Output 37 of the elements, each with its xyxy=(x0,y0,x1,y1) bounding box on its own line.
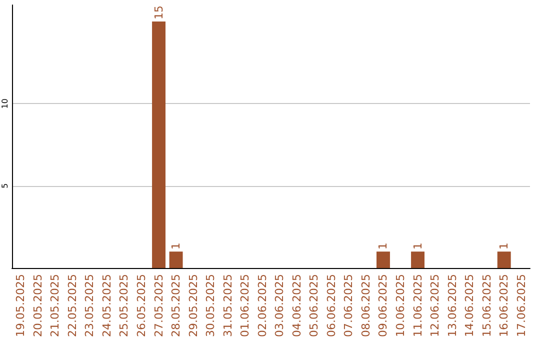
x-tick-label: 20.05.2025 xyxy=(31,274,44,338)
x-tick-label: 13.06.2025 xyxy=(446,274,459,338)
x-tick-label: 28.05.2025 xyxy=(170,274,183,338)
x-tick-label: 01.06.2025 xyxy=(238,274,252,338)
x-tick-label: 07.06.2025 xyxy=(342,274,356,338)
x-tick-label: 14.06.2025 xyxy=(463,274,476,338)
data-label: 1 xyxy=(411,242,424,250)
x-tick-label: 05.06.2025 xyxy=(308,274,321,338)
data-label: 15 xyxy=(152,5,166,20)
x-tick-label: 31.05.2025 xyxy=(221,274,234,338)
y-tick-label: 10 xyxy=(0,98,10,109)
x-tick-label: 06.06.2025 xyxy=(324,274,338,338)
data-label: 1 xyxy=(498,242,511,250)
x-tick-label: 03.06.2025 xyxy=(273,274,286,338)
x-tick-label: 24.05.2025 xyxy=(100,274,114,338)
x-tick-label: 22.05.2025 xyxy=(66,274,79,338)
x-tick-label: 11.06.2025 xyxy=(411,274,424,338)
x-tick-label: 23.05.2025 xyxy=(83,274,96,338)
x-tick-label: 29.05.2025 xyxy=(186,274,200,338)
x-tick-label: 10.06.2025 xyxy=(394,274,407,338)
x-tick-label: 21.05.2025 xyxy=(48,274,62,338)
x-tick-label: 02.06.2025 xyxy=(256,274,269,338)
x-tick-label: 04.06.2025 xyxy=(290,274,304,338)
x-tick-label: 12.06.2025 xyxy=(428,274,442,338)
x-tick-label: 26.05.2025 xyxy=(135,274,148,338)
x-tick-label: 16.06.2025 xyxy=(498,274,511,338)
x-tick-label: 27.05.2025 xyxy=(152,274,166,338)
x-tick-label: 19.05.2025 xyxy=(14,274,28,338)
x-tick-label: 08.06.2025 xyxy=(359,274,372,338)
x-tick-label: 09.06.2025 xyxy=(376,274,390,338)
x-tick-label: 17.06.2025 xyxy=(514,274,528,338)
x-tick-label: 25.05.2025 xyxy=(118,274,131,338)
y-tick-label: 5 xyxy=(0,183,10,188)
x-tick-label: 30.05.2025 xyxy=(204,274,218,338)
data-label: 1 xyxy=(170,242,183,250)
x-tick-label: 15.06.2025 xyxy=(480,274,494,338)
data-label: 1 xyxy=(376,242,390,250)
